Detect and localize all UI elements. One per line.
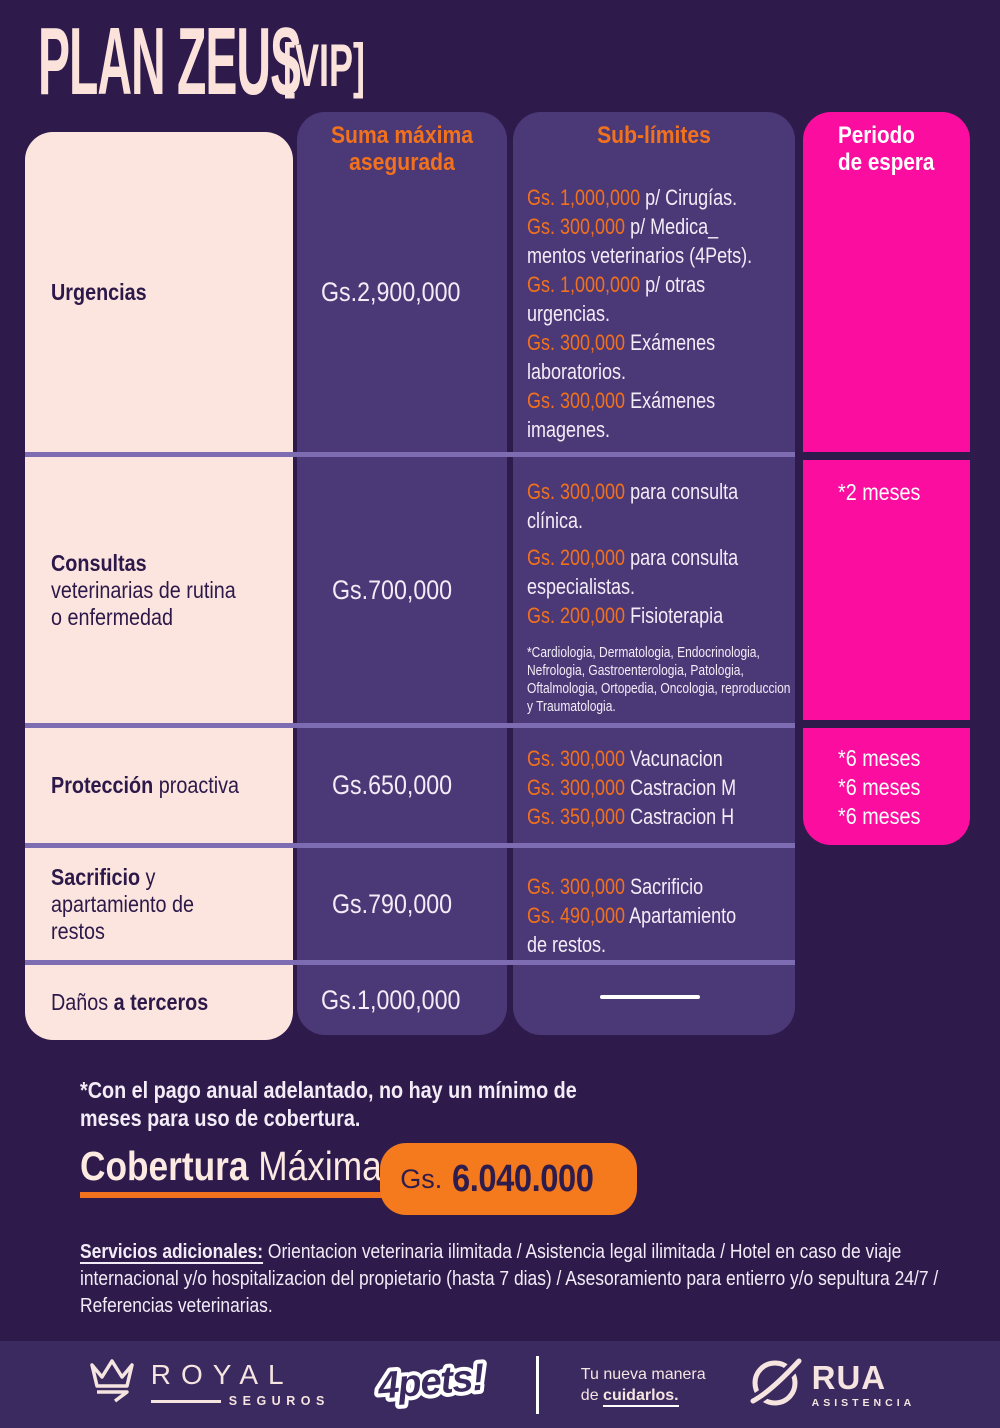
sublimit-line: Gs. 300,000 Exámenes [527, 330, 716, 355]
services-text: Orientacion veterinaria ilimitada / Asis… [80, 1240, 939, 1317]
waiting-line: *6 meses [838, 745, 921, 771]
header-suma-maxima: Suma máxima asegurada [330, 122, 474, 176]
coverage-amount-badge: Gs. 6.040.000 [380, 1143, 637, 1215]
sum-sacrificio: Gs.790,000 [332, 888, 453, 919]
royal-seguros-logo: ROYAL SEGUROS [85, 1356, 330, 1413]
sublimit-line: especialistas. [527, 574, 636, 599]
sublimit-line: Gs. 300,000 p/ Medica_ [527, 214, 719, 239]
waiting-consultas: *2 meses [838, 479, 921, 505]
sublimit-line: Gs. 350,000 Castracion H [527, 804, 735, 829]
insured-sum-column-panel [297, 112, 507, 1035]
row-label-sacrificio: Sacrificio y apartamiento de restos [51, 863, 194, 944]
sum-danos: Gs.1,000,000 [320, 984, 461, 1015]
coverage-title: Cobertura Máxima [80, 1143, 382, 1189]
header-sublimites: Sub-límites [597, 122, 711, 149]
rua-asistencia-logo: RUA ASISTENCIA [748, 1355, 916, 1414]
row-divider [25, 452, 795, 457]
sublimit-line: Gs. 1,000,000 p/ otras [527, 272, 706, 297]
footer-brand-band: ROYAL SEGUROS 4pets! Tu nueva manera de … [0, 1341, 1000, 1428]
waiting-proteccion: *6 meses *6 meses *6 meses [838, 744, 934, 831]
row-label-danos: Daños a terceros [51, 989, 209, 1015]
sublimit-line: Gs. 1,000,000 p/ Cirugías. [527, 185, 738, 210]
sublimit-line: urgencias. [527, 301, 611, 326]
sublimit-line: Gs. 490,000 Apartamiento [527, 903, 737, 928]
row-label-proteccion: Protección proactiva [51, 772, 239, 798]
row-divider [25, 960, 795, 965]
row-divider-pink [803, 720, 970, 728]
footer-divider-bar [535, 1355, 539, 1414]
row-label-urgencias: Urgencias [51, 278, 147, 305]
sublimit-line: imagenes. [527, 417, 611, 442]
waiting-line: *6 meses [838, 774, 921, 800]
royal-line [150, 1400, 221, 1403]
sublimit-line: mentos veterinarios (4Pets). [527, 243, 753, 268]
sublimits-sacrificio: Gs. 300,000 Sacrificio Gs. 490,000 Apart… [527, 872, 788, 959]
waiting-line: *6 meses [838, 803, 921, 829]
sublimits-consultas: Gs. 300,000 para consulta clínica. Gs. 2… [527, 477, 857, 716]
additional-services: Servicios adicionales: Orientacion veter… [80, 1238, 939, 1319]
sublimit-line: Gs. 200,000 para consulta [527, 545, 739, 570]
benefits-column-panel [25, 132, 293, 1040]
sublimit-line: Gs. 300,000 para consulta [527, 479, 739, 504]
sublimit-line: de restos. [527, 932, 607, 957]
ypets-tagline: Tu nueva manera de cuidarlos. [581, 1364, 706, 1407]
sublimit-line: Gs. 300,000 Castracion M [527, 775, 737, 800]
sum-proteccion: Gs.650,000 [332, 770, 453, 800]
services-label: Servicios adicionales: [80, 1240, 264, 1263]
ypets-logo: 4pets! [371, 1350, 494, 1419]
sum-urgencias: Gs.2,900,000 [320, 276, 461, 307]
no-sublimit-dash [600, 995, 700, 999]
sublimits-urgencias: Gs. 1,000,000 p/ Cirugías. Gs. 300,000 p… [527, 183, 808, 444]
sublimit-line: Gs. 300,000 Vacunacion [527, 746, 723, 771]
sublimit-line: Gs. 200,000 Fisioterapia [527, 603, 724, 628]
page-title: PLAN ZEUS [38, 8, 302, 115]
rua-globe-icon [748, 1355, 804, 1414]
svg-text:4pets!: 4pets! [375, 1357, 486, 1408]
sublimit-line: Gs. 300,000 Sacrificio [527, 874, 704, 899]
sublimit-line: laboratorios. [527, 359, 627, 384]
coverage-underline [80, 1192, 395, 1198]
annual-payment-note: *Con el pago anual adelantado, no hay un… [80, 1077, 577, 1131]
row-divider-pink [803, 452, 970, 460]
header-periodo-espera: Periodo de espera [838, 122, 935, 176]
sublimit-line: Gs. 300,000 Exámenes [527, 388, 716, 413]
title-vip-tag: [VIP] [283, 32, 366, 99]
row-label-consultas: Consultas veterinarias de rutina o enfer… [51, 549, 236, 630]
crown-icon [85, 1356, 139, 1413]
sum-consultas: Gs.700,000 [332, 574, 453, 605]
row-divider [25, 843, 795, 848]
sublimit-line: clínica. [527, 508, 584, 533]
sublimits-column-panel [513, 112, 795, 1035]
sublimits-proteccion: Gs. 300,000 Vacunacion Gs. 300,000 Castr… [527, 744, 788, 831]
row-divider [25, 723, 795, 728]
specialties-footnote: *Cardiologia, Dermatologia, Endocrinolog… [527, 644, 791, 715]
